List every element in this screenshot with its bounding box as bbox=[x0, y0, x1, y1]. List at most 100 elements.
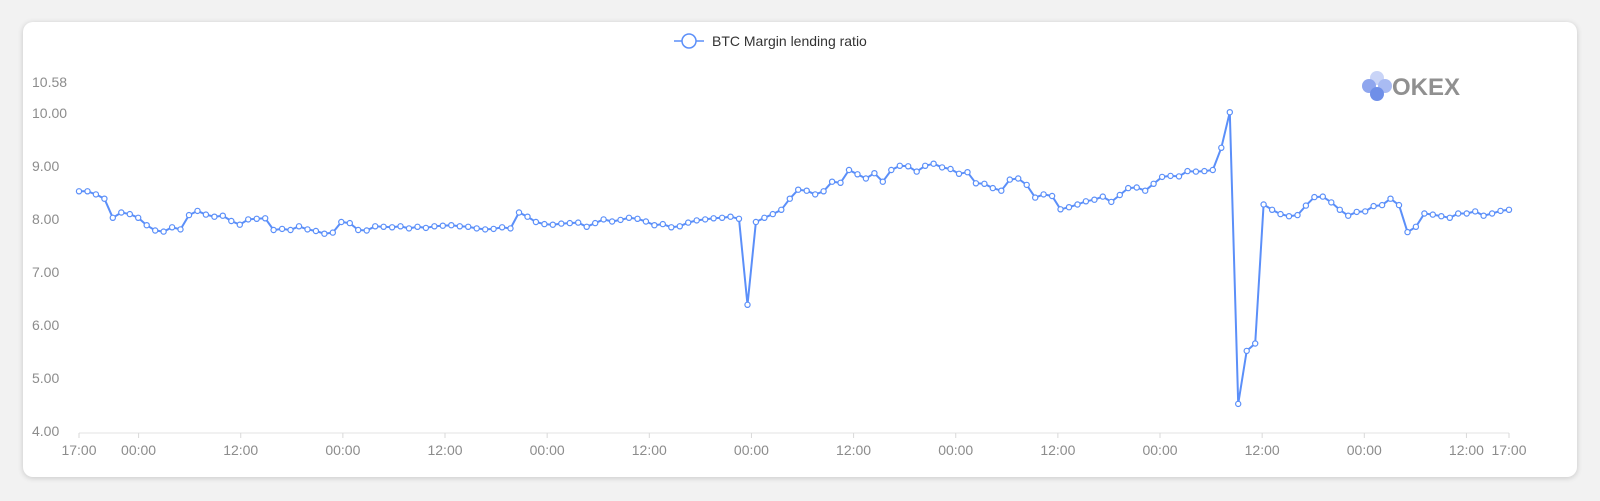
data-point bbox=[1361, 208, 1369, 215]
data-point bbox=[1032, 194, 1039, 201]
data-point bbox=[998, 187, 1005, 194]
data-point bbox=[338, 218, 345, 226]
data-point bbox=[244, 216, 252, 223]
data-point bbox=[321, 230, 328, 237]
data-point bbox=[1302, 202, 1310, 209]
y-tick-label: 5.00 bbox=[32, 370, 59, 386]
data-point bbox=[363, 227, 370, 234]
x-axis: 17:00 00:00 12:00 00:00 12:00 00:00 12:00 00:00… bbox=[61, 432, 1527, 458]
data-point bbox=[744, 301, 751, 308]
data-point bbox=[405, 225, 413, 232]
x-tick-label: 00:00 bbox=[938, 442, 973, 458]
data-point bbox=[693, 217, 700, 224]
data-point bbox=[92, 191, 100, 198]
data-point bbox=[482, 226, 489, 233]
data-point bbox=[1192, 168, 1200, 175]
okex-logo: OKEX bbox=[1362, 71, 1460, 101]
data-point bbox=[1497, 207, 1504, 215]
x-tick-label: 00:00 bbox=[1142, 442, 1177, 458]
data-point bbox=[1454, 210, 1462, 217]
data-point bbox=[431, 223, 438, 230]
data-point bbox=[1065, 203, 1073, 211]
data-point bbox=[1294, 211, 1301, 219]
data-point bbox=[312, 227, 320, 235]
data-point bbox=[955, 170, 963, 177]
data-point bbox=[202, 211, 210, 218]
data-point bbox=[355, 226, 362, 234]
data-point bbox=[710, 215, 717, 222]
data-point bbox=[1234, 400, 1242, 408]
data-point bbox=[981, 180, 988, 187]
data-point bbox=[515, 209, 523, 216]
data-point bbox=[1091, 196, 1098, 203]
data-point bbox=[524, 213, 531, 220]
data-point bbox=[972, 180, 980, 187]
data-point bbox=[1209, 166, 1217, 174]
data-point bbox=[439, 222, 446, 229]
data-point bbox=[676, 223, 684, 230]
data-point bbox=[1336, 206, 1344, 213]
data-point bbox=[1082, 198, 1090, 205]
data-point bbox=[964, 168, 971, 176]
data-point bbox=[1471, 208, 1479, 215]
y-tick-label: 9.00 bbox=[32, 158, 59, 174]
data-point bbox=[168, 224, 176, 231]
data-point bbox=[75, 188, 83, 195]
data-point bbox=[160, 228, 167, 235]
data-point bbox=[922, 162, 929, 169]
y-tick-label: 4.00 bbox=[32, 423, 59, 439]
data-point bbox=[1251, 340, 1259, 347]
data-point bbox=[151, 227, 159, 234]
data-point bbox=[769, 210, 777, 218]
data-point bbox=[1124, 184, 1132, 192]
data-points bbox=[75, 108, 1513, 408]
data-point bbox=[380, 223, 387, 230]
legend[interactable]: BTC Margin lending ratio bbox=[674, 33, 867, 49]
data-point bbox=[871, 169, 878, 177]
data-point bbox=[498, 224, 506, 231]
data-point bbox=[930, 160, 937, 167]
data-point bbox=[1277, 210, 1284, 218]
data-point bbox=[685, 219, 692, 226]
data-point bbox=[625, 214, 633, 221]
data-point bbox=[295, 223, 303, 230]
data-point bbox=[456, 223, 463, 230]
data-point bbox=[1311, 193, 1318, 201]
data-point bbox=[1167, 172, 1174, 180]
x-tick-label: 17:00 bbox=[1491, 442, 1526, 458]
data-point bbox=[989, 184, 997, 192]
data-point bbox=[1048, 192, 1056, 200]
data-point bbox=[1184, 167, 1191, 175]
logo-text: OKEX bbox=[1392, 74, 1460, 101]
data-point bbox=[888, 166, 895, 174]
data-point bbox=[668, 224, 675, 231]
data-point bbox=[608, 218, 616, 225]
data-point bbox=[1268, 206, 1276, 213]
data-point bbox=[177, 226, 184, 233]
data-point bbox=[118, 209, 125, 216]
data-point bbox=[1074, 201, 1081, 208]
data-point bbox=[761, 214, 768, 221]
data-point bbox=[1218, 144, 1225, 152]
data-point bbox=[905, 163, 912, 170]
data-point bbox=[1108, 198, 1115, 206]
data-point bbox=[854, 171, 861, 178]
data-point bbox=[786, 195, 794, 202]
data-point bbox=[109, 214, 117, 221]
data-point bbox=[1480, 212, 1487, 219]
data-point bbox=[549, 221, 557, 228]
data-point bbox=[448, 221, 455, 229]
data-point bbox=[532, 218, 540, 226]
data-point bbox=[490, 225, 497, 233]
data-point bbox=[219, 212, 226, 219]
data-point bbox=[126, 210, 134, 218]
data-point bbox=[600, 216, 607, 223]
y-tick-label: 7.00 bbox=[32, 264, 59, 280]
data-point bbox=[1175, 173, 1183, 180]
data-point bbox=[1023, 181, 1030, 189]
data-point bbox=[947, 165, 954, 173]
data-point bbox=[1319, 193, 1327, 200]
data-point bbox=[718, 214, 726, 221]
data-point bbox=[702, 216, 709, 223]
data-point bbox=[134, 214, 142, 221]
